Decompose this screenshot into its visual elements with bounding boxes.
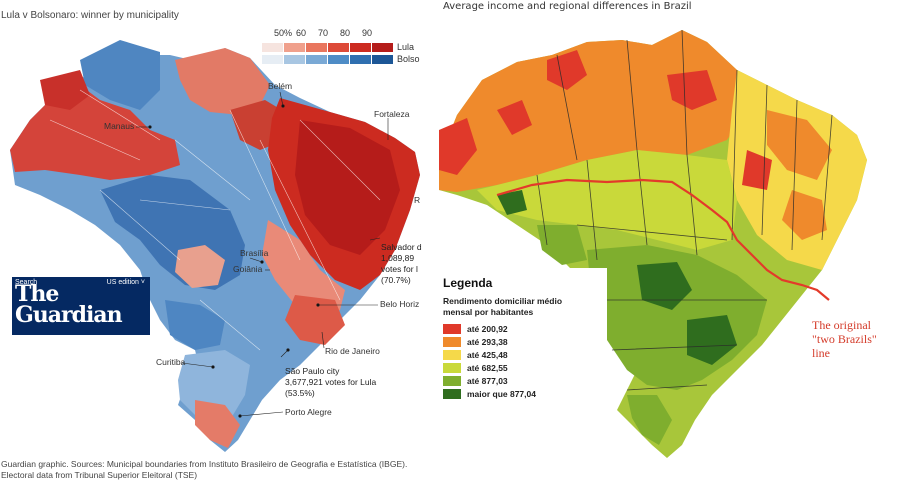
city-label-manaus: Manaus [104, 121, 135, 131]
two-brazils-annotation: The original "two Brazils" line [812, 318, 877, 360]
sao-paulo-pct: (53.5%) [285, 388, 315, 398]
income-legend-item: até 682,55 [443, 363, 607, 373]
legend-tick: 60 [296, 28, 307, 38]
source-line-2: Electoral data from Tribunal Superior El… [1, 470, 198, 480]
income-legend-label: até 293,38 [467, 337, 508, 347]
guardian-logo-line1: The [15, 281, 59, 307]
city-label-brasilia: Brasília [240, 248, 269, 258]
salvador-votes-label: votes for l [381, 264, 418, 274]
income-map-title: Average income and regional differences … [443, 1, 692, 12]
legend-tick: 70 [318, 28, 329, 38]
income-legend-item: maior que 877,04 [443, 389, 607, 399]
city-label-recife: R [414, 195, 421, 205]
city-label-salvador: Salvador d [381, 242, 422, 252]
guardian-logo-overlay[interactable]: Search US edition ˅ The Guardian [12, 277, 150, 335]
two-brazils-note-line2: "two Brazils" [812, 332, 877, 346]
income-legend-subtitle-line2: mensal por habitantes [443, 307, 534, 317]
income-legend-item: até 877,03 [443, 376, 607, 386]
income-map [439, 29, 867, 458]
guardian-edition-selector[interactable]: US edition ˅ [106, 279, 145, 286]
two-brazils-note-line1: The original [812, 318, 871, 332]
legend-tick: 90 [362, 28, 373, 38]
income-legend: Legenda Rendimento domiciliar médio mens… [437, 268, 607, 428]
income-legend-label: até 425,48 [467, 350, 508, 360]
legend-tick: 80 [340, 28, 351, 38]
vote-share-legend: 50% 60 70 80 90 Lula Bolso [262, 28, 432, 72]
city-label-curitiba: Curitiba [156, 357, 186, 367]
election-map-title: Lula v Bolsonaro: winner by municipality [1, 10, 179, 21]
legend-ticks: 50% 60 70 80 90 [274, 28, 384, 38]
income-legend-label: até 682,55 [467, 363, 508, 373]
legend-label-lula: Lula [397, 42, 415, 52]
source-line-1: Guardian graphic. Sources: Municipal bou… [1, 459, 408, 469]
guardian-logo: The Guardian [15, 281, 123, 328]
income-legend-subtitle-line1: Rendimento domiciliar médio [443, 296, 563, 306]
city-label-goiania: Goiânia [233, 264, 263, 274]
election-map-source: Guardian graphic. Sources: Municipal bou… [1, 459, 407, 481]
income-legend-item: até 200,92 [443, 324, 607, 334]
legend-row-bolsonaro: Bolso [262, 54, 420, 64]
legend-row-lula: Lula [262, 42, 414, 52]
guardian-logo-line2: Guardian [15, 302, 123, 328]
salvador-votes-count: 1,089,89 [381, 253, 415, 263]
legend-label-bolsonaro: Bolso [397, 54, 420, 64]
income-legend-subtitle: Rendimento domiciliar médio mensal por h… [443, 296, 607, 318]
income-legend-item: até 293,38 [443, 337, 607, 347]
city-label-porto-alegre: Porto Alegre [285, 407, 332, 417]
income-legend-item: até 425,48 [443, 350, 607, 360]
city-label-fortaleza: Fortaleza [374, 109, 410, 119]
guardian-search-link[interactable]: Search [15, 279, 38, 286]
city-label-belem: Belém [268, 81, 293, 91]
income-legend-label: até 200,92 [467, 324, 508, 334]
salvador-votes-pct: (70.7%) [381, 275, 411, 285]
two-brazils-note-line3: line [812, 346, 830, 360]
city-label-sao-paulo: São Paulo city [285, 366, 340, 376]
income-legend-label: até 877,03 [467, 376, 508, 386]
income-map-panel: Average income and regional differences … [437, 0, 900, 490]
election-map-panel: Lula v Bolsonaro: winner by municipality [0, 0, 432, 490]
city-label-belo-horizonte: Belo Horiz [380, 299, 420, 309]
election-map [10, 40, 420, 452]
income-legend-label: maior que 877,04 [467, 389, 536, 399]
legend-tick: 50% [274, 28, 293, 38]
city-label-rio: Rio de Janeiro [325, 346, 380, 356]
sao-paulo-annotation: São Paulo city 3,677,921 votes for Lula … [285, 366, 376, 399]
income-legend-title: Legenda [443, 276, 493, 290]
salvador-annotation: Salvador d 1,089,89 votes for l (70.7%) [381, 242, 422, 286]
sao-paulo-votes: 3,677,921 votes for Lula [285, 377, 377, 387]
